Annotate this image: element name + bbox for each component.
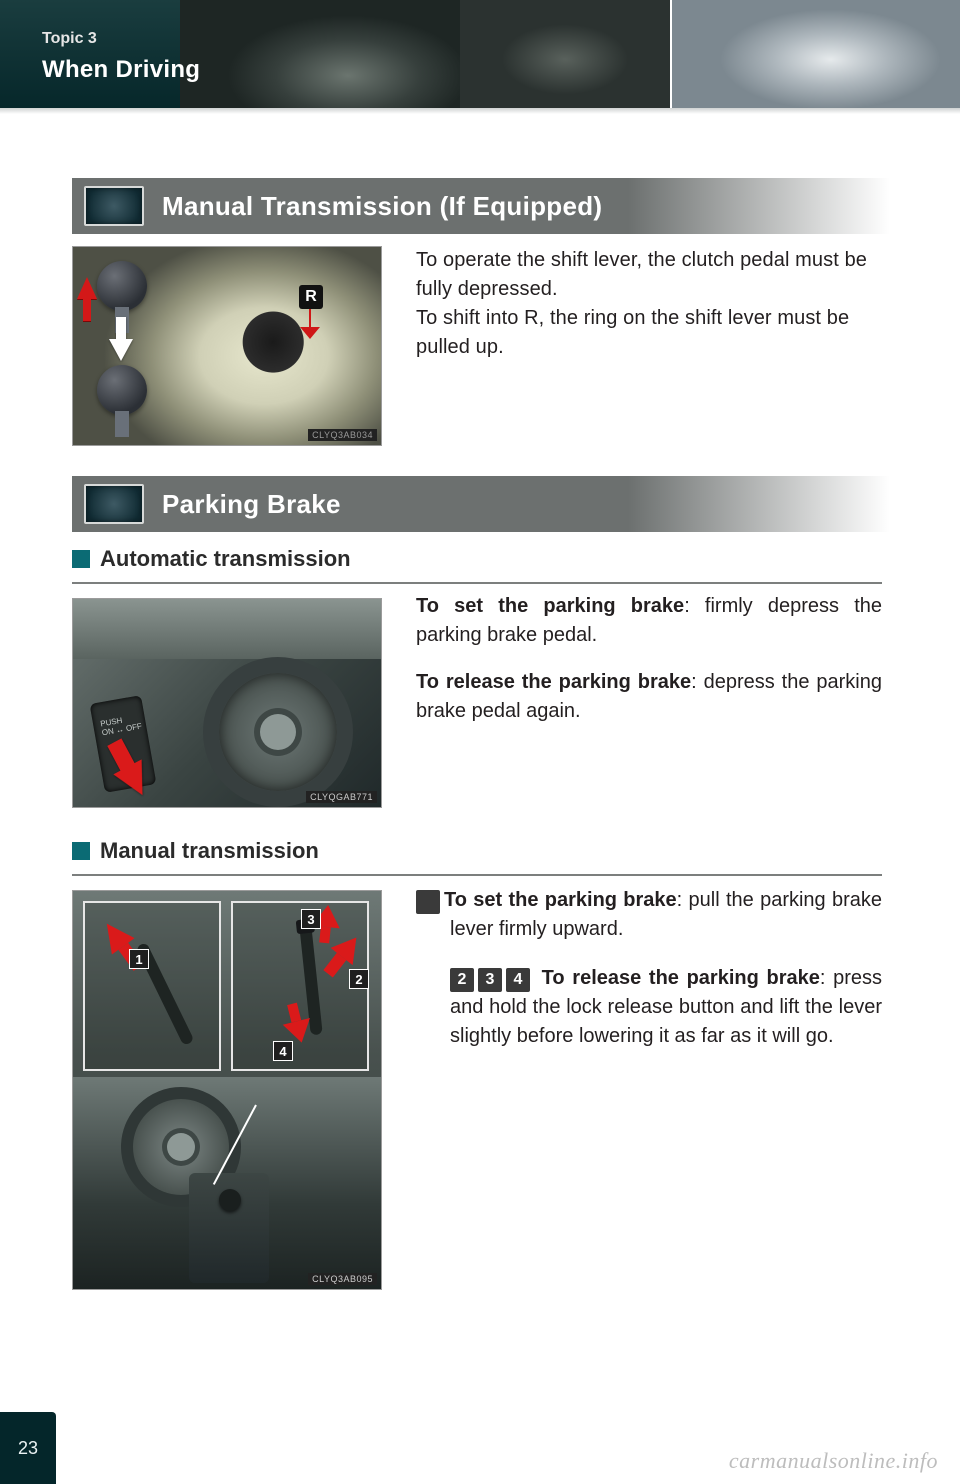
parking-brake-manual-body: 1To set the parking brake: pull the park… [416, 886, 882, 1071]
subhead-automatic-transmission: Automatic transmission [72, 546, 882, 584]
bold-lead: To release the parking brake [416, 671, 691, 693]
figure-shift-lever: R CLYQ3AB034 [72, 246, 382, 446]
step-badge: 3 [478, 968, 502, 992]
bold-lead: To release the parking brake [542, 967, 820, 989]
steering-wheel-icon [203, 657, 353, 807]
header-accent-tab [0, 0, 180, 108]
step-badge: 4 [506, 968, 530, 992]
subhead-label: Automatic transmission [100, 546, 351, 572]
dashboard-strip [73, 599, 381, 659]
subhead-square-icon [72, 842, 90, 860]
shift-knob-icon [97, 365, 147, 415]
shift-knob-icon [219, 1189, 241, 1211]
shift-knob-stem [115, 411, 129, 437]
red-up-arrow-icon [77, 277, 97, 299]
subhead-manual-transmission: Manual transmission [72, 838, 882, 876]
parking-brake-automatic-body: To set the parking brake: firmly depress… [416, 592, 882, 744]
heading-thumb-icon [84, 186, 144, 226]
heading-manual-transmission: Manual Transmission (If Equipped) [72, 178, 890, 234]
bold-lead: To set the parking brake [416, 595, 684, 617]
figure-code: CLYQ3AB034 [308, 429, 377, 441]
heading-title-text: Manual Transmission (If Equipped) [162, 191, 602, 222]
header-section-title: When Driving [42, 56, 200, 84]
inset-lower-cockpit [73, 1077, 381, 1289]
watermark-text: carmanualsonline.info [729, 1448, 938, 1474]
white-down-arrow-icon [109, 339, 133, 361]
header-photo-cockpit [460, 0, 670, 108]
paragraph: To operate the shift lever, the clutch p… [416, 246, 882, 304]
header-photo-door-handle [180, 0, 460, 108]
step-paragraph-2: 234 To release the parking brake: press … [416, 964, 882, 1051]
step-tag-4: 4 [273, 1041, 293, 1061]
page-number: 23 [18, 1438, 38, 1459]
shift-ring-knob-icon [97, 261, 147, 311]
figure-parking-brake-lever: 1 2 3 4 CLYQ3AB095 [72, 890, 382, 1290]
step-tag-2: 2 [349, 969, 369, 989]
figure-code: CLYQGAB771 [306, 791, 377, 803]
paragraph: To release the parking brake: depress th… [416, 668, 882, 726]
figure-parking-brake-pedal: PUSH ON ↔ OFF CLYQGAB771 [72, 598, 382, 808]
header-photo-vehicle [670, 0, 960, 108]
figure-code: CLYQ3AB095 [308, 1273, 377, 1285]
heading-thumb-icon [84, 484, 144, 524]
subhead-label: Manual transmission [100, 838, 319, 864]
step-tag-3: 3 [301, 909, 321, 929]
bold-lead: To set the parking brake [444, 889, 677, 911]
step-badge: 2 [450, 968, 474, 992]
step-badge: 1 [416, 890, 440, 914]
heading-title-text: Parking Brake [162, 489, 341, 520]
page-number-tab: 23 [0, 1412, 56, 1484]
manual-page: Topic 3 When Driving Manual Transmission… [0, 0, 960, 1484]
subhead-square-icon [72, 550, 90, 568]
paragraph: To shift into R, the ring on the shift l… [416, 304, 882, 362]
reverse-pointer-icon [309, 309, 311, 327]
step-paragraph-1: 1To set the parking brake: pull the park… [416, 886, 882, 944]
heading-parking-brake: Parking Brake [72, 476, 890, 532]
manual-transmission-body: To operate the shift lever, the clutch p… [416, 246, 882, 362]
paragraph: To set the parking brake: firmly depress… [416, 592, 882, 650]
reverse-r-badge: R [299, 285, 323, 309]
page-header-band: Topic 3 When Driving [0, 0, 960, 108]
step-tag-1: 1 [129, 949, 149, 969]
header-topic-label: Topic 3 [42, 30, 97, 48]
